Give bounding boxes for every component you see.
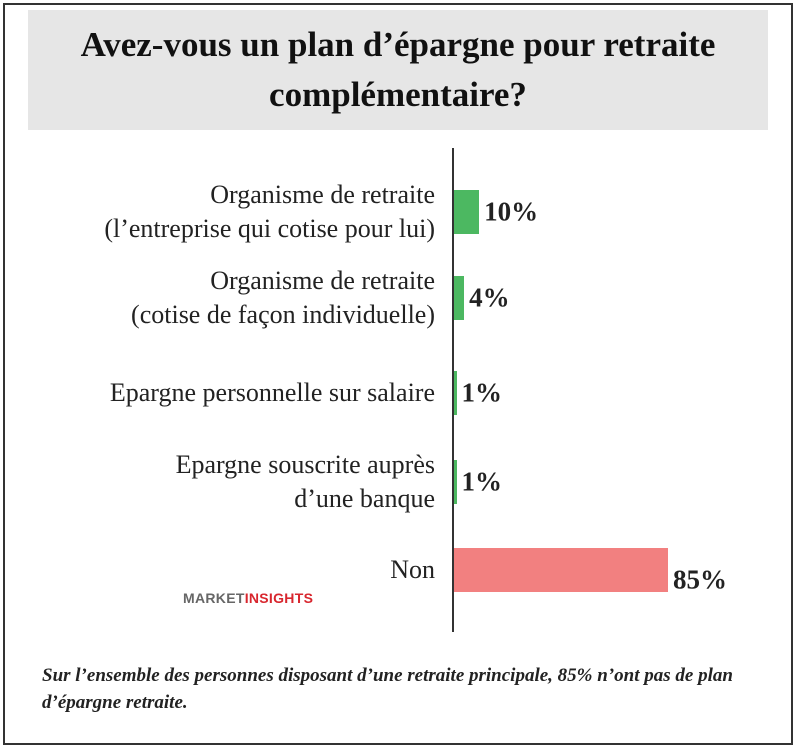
category-label: Non [390, 555, 435, 584]
frame [3, 3, 793, 745]
title-box: Avez-vous un plan d’épargne pour retrait… [28, 10, 768, 130]
category-label: Organisme de retraite (l’entreprise qui … [104, 180, 435, 243]
value-label: 1% [461, 466, 503, 497]
category-label: Organisme de retraite (cotise de façon i… [131, 266, 435, 329]
brand-logo: MARKETINSIGHTS [183, 590, 313, 606]
brand-part: INSIGHTS [244, 590, 314, 606]
value-label: 1% [461, 377, 503, 408]
category-label: Epargne souscrite auprès d’une banque [175, 450, 435, 513]
value-label: 4% [469, 282, 510, 313]
chart-title: Avez-vous un plan d’épargne pour retrait… [80, 25, 716, 114]
value-label: 10% [484, 196, 539, 227]
footnote: Sur l’ensemble des personnes disposant d… [42, 665, 733, 713]
bar [454, 460, 457, 504]
value-label: 85% [673, 564, 727, 595]
bar [454, 548, 668, 592]
brand-part: MARKET [183, 590, 245, 606]
axis-line [452, 148, 454, 632]
category-label: Epargne personnelle sur salaire [109, 378, 435, 407]
bar [454, 276, 465, 320]
bar [454, 371, 457, 415]
bar [454, 190, 480, 234]
